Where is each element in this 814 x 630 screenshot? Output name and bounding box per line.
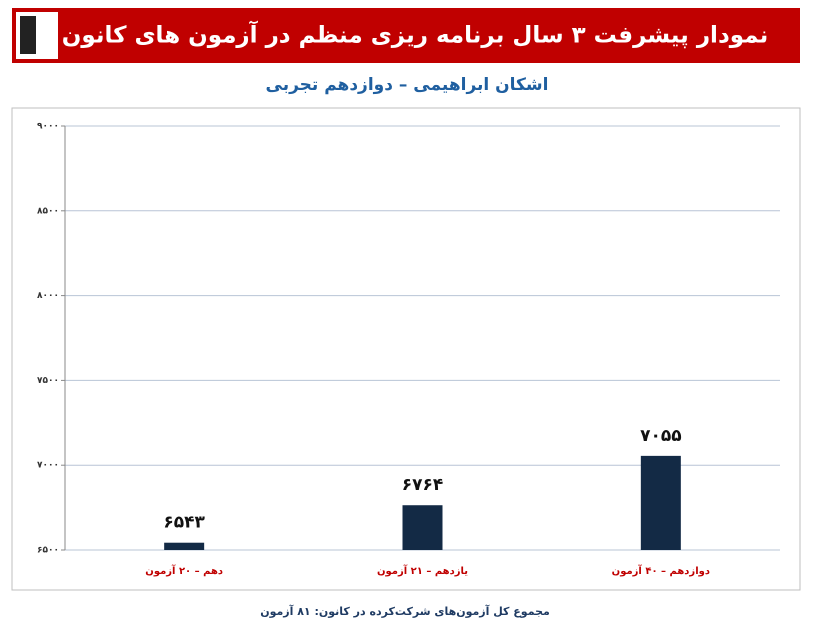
- x-tick-label: یازدهم – ۲۱ آزمون: [377, 564, 468, 577]
- value-label: ۶۷۶۴: [402, 475, 444, 495]
- y-tick-label: ۹۰۰۰: [37, 122, 59, 132]
- y-tick-label: ۸۵۰۰: [37, 206, 59, 216]
- bar: [402, 505, 443, 550]
- y-tick-label: ۷۵۰۰: [37, 376, 59, 386]
- x-tick-label: دوازدهم – ۴۰ آزمون: [612, 564, 710, 577]
- chart-title: نمودار پیشرفت ۳ سال برنامه ریزی منظم در …: [62, 20, 768, 49]
- value-label: ۷۰۵۵: [640, 426, 682, 446]
- x-tick-label: دهم – ۲۰ آزمون: [145, 564, 223, 577]
- chart-subtitle: اشکان ابراهیمی – دوازدهم تجربی: [266, 75, 549, 95]
- value-label: ۶۵۴۳: [163, 513, 205, 533]
- footnote: مجموع کل آزمون‌های شرکت‌کرده در کانون: ۸…: [260, 604, 550, 618]
- header-bar: [12, 8, 800, 63]
- logo-figure: [20, 16, 36, 54]
- bar: [640, 455, 681, 550]
- y-tick-label: ۶۵۰۰: [37, 546, 59, 556]
- y-tick-label: ۷۰۰۰: [37, 461, 59, 471]
- y-tick-label: ۸۰۰۰: [37, 291, 59, 301]
- bar: [164, 542, 205, 550]
- plot-frame: [11, 107, 801, 591]
